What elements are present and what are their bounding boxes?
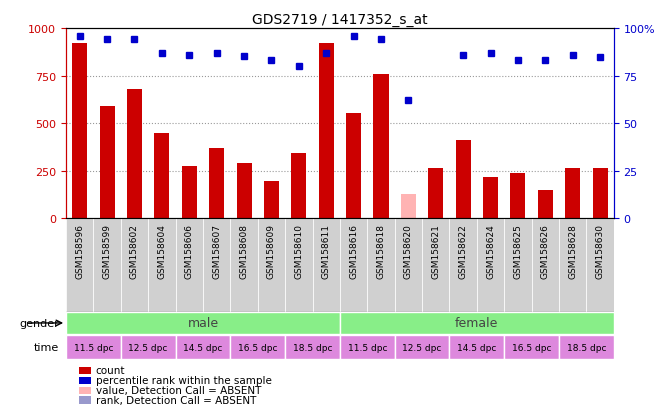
Bar <box>121 335 176 359</box>
Bar <box>94 219 121 312</box>
Bar <box>154 133 170 219</box>
Text: 14.5 dpc: 14.5 dpc <box>183 343 222 352</box>
Text: count: count <box>96 366 125 375</box>
Text: 12.5 dpc: 12.5 dpc <box>129 343 168 352</box>
Bar <box>504 335 559 359</box>
Bar <box>340 312 614 335</box>
Text: value, Detection Call = ABSENT: value, Detection Call = ABSENT <box>96 385 261 395</box>
Bar <box>559 335 614 359</box>
Bar <box>66 312 340 335</box>
Bar <box>587 219 614 312</box>
Text: 14.5 dpc: 14.5 dpc <box>457 343 496 352</box>
Bar <box>455 141 471 219</box>
Bar <box>422 219 449 312</box>
Bar <box>121 219 148 312</box>
Title: GDS2719 / 1417352_s_at: GDS2719 / 1417352_s_at <box>252 12 428 26</box>
Bar <box>593 169 608 219</box>
Text: GSM158604: GSM158604 <box>157 223 166 278</box>
Text: GSM158628: GSM158628 <box>568 223 578 278</box>
Text: 11.5 dpc: 11.5 dpc <box>74 343 113 352</box>
Bar <box>209 149 224 219</box>
Bar <box>203 219 230 312</box>
Bar <box>264 182 279 219</box>
Text: GSM158610: GSM158610 <box>294 223 304 278</box>
Bar <box>346 114 361 219</box>
Bar <box>176 219 203 312</box>
Text: 12.5 dpc: 12.5 dpc <box>403 343 442 352</box>
Bar <box>510 173 525 219</box>
Text: GSM158626: GSM158626 <box>541 223 550 278</box>
Text: GSM158599: GSM158599 <box>102 223 112 278</box>
Text: GSM158621: GSM158621 <box>431 223 440 278</box>
Bar <box>313 219 340 312</box>
Text: GSM158608: GSM158608 <box>240 223 249 278</box>
Text: 16.5 dpc: 16.5 dpc <box>512 343 551 352</box>
Text: GSM158609: GSM158609 <box>267 223 276 278</box>
Bar <box>230 335 285 359</box>
Bar <box>504 219 532 312</box>
Text: time: time <box>34 342 59 352</box>
Bar <box>374 74 389 219</box>
Text: 16.5 dpc: 16.5 dpc <box>238 343 277 352</box>
Bar <box>176 335 230 359</box>
Text: GSM158624: GSM158624 <box>486 223 495 278</box>
Bar <box>72 44 87 219</box>
Text: percentile rank within the sample: percentile rank within the sample <box>96 375 271 385</box>
Text: gender: gender <box>20 318 59 328</box>
Bar <box>236 164 251 219</box>
Text: GSM158618: GSM158618 <box>376 223 385 278</box>
Bar <box>285 335 340 359</box>
Bar <box>127 90 142 219</box>
Bar <box>66 335 121 359</box>
Bar <box>285 219 313 312</box>
Text: GSM158622: GSM158622 <box>459 223 468 278</box>
Bar <box>449 335 504 359</box>
Bar <box>182 166 197 219</box>
Text: GSM158596: GSM158596 <box>75 223 84 278</box>
Text: GSM158620: GSM158620 <box>404 223 413 278</box>
Bar <box>401 194 416 219</box>
Bar <box>319 44 334 219</box>
Bar <box>538 190 553 219</box>
Text: GSM158607: GSM158607 <box>212 223 221 278</box>
Bar <box>257 219 285 312</box>
Bar <box>148 219 176 312</box>
Bar <box>230 219 257 312</box>
Bar <box>291 153 306 219</box>
Bar <box>559 219 587 312</box>
Text: 18.5 dpc: 18.5 dpc <box>293 343 332 352</box>
Text: rank, Detection Call = ABSENT: rank, Detection Call = ABSENT <box>96 395 256 405</box>
Bar <box>483 178 498 219</box>
Bar <box>428 169 444 219</box>
Text: GSM158602: GSM158602 <box>130 223 139 278</box>
Bar <box>66 219 94 312</box>
Text: 18.5 dpc: 18.5 dpc <box>567 343 606 352</box>
Text: male: male <box>187 317 218 330</box>
Text: GSM158630: GSM158630 <box>595 223 605 278</box>
Bar <box>449 219 477 312</box>
Bar <box>340 335 395 359</box>
Bar <box>395 335 449 359</box>
Bar <box>100 107 115 219</box>
Text: female: female <box>455 317 498 330</box>
Bar <box>340 219 367 312</box>
Text: GSM158606: GSM158606 <box>185 223 194 278</box>
Bar <box>395 219 422 312</box>
Text: 11.5 dpc: 11.5 dpc <box>348 343 387 352</box>
Text: GSM158611: GSM158611 <box>321 223 331 278</box>
Bar <box>565 169 580 219</box>
Bar <box>477 219 504 312</box>
Text: GSM158625: GSM158625 <box>513 223 523 278</box>
Text: GSM158616: GSM158616 <box>349 223 358 278</box>
Bar <box>532 219 559 312</box>
Bar <box>367 219 395 312</box>
